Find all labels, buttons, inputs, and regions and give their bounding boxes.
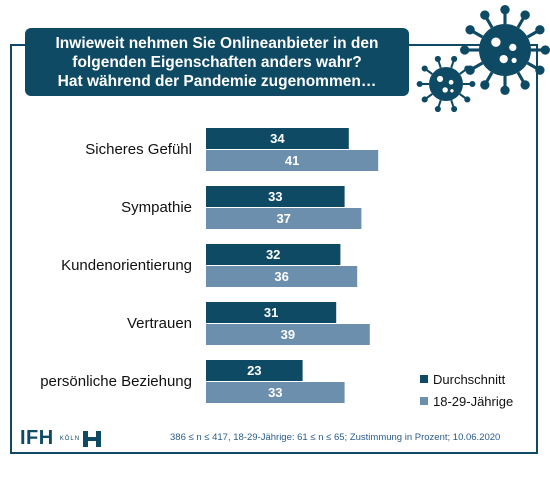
bar-durchschnitt (206, 128, 349, 149)
legend-item-18-29: 18-29-Jährige (420, 390, 513, 412)
bar-durchschnitt (206, 244, 341, 265)
bar-value-label: 33 (268, 385, 282, 400)
legend-swatch-dark (420, 375, 428, 383)
title-line-1: Inwieweit nehmen Sie Onlineanbieter in d… (55, 35, 379, 52)
bar-value-label: 34 (270, 131, 285, 146)
bar-value-label: 36 (274, 269, 288, 284)
legend-swatch-light (420, 397, 428, 405)
bar-18-29 (206, 382, 345, 403)
category-label: persönliche Beziehung (40, 373, 192, 390)
category-label: Sicheres Gefühl (85, 141, 192, 158)
bar-value-label: 41 (285, 153, 299, 168)
bar-18-29 (206, 324, 370, 345)
virus-decoration (416, 5, 550, 113)
category-label: Kundenorientierung (61, 257, 192, 274)
category-label: Sympathie (121, 199, 192, 216)
footer-note: 386 ≤ n ≤ 417, 18-29-Jährige: 61 ≤ n ≤ 6… (170, 432, 501, 443)
bar-18-29 (206, 266, 358, 287)
title-line-2: folgenden Eigenschaften anders wahr? (72, 54, 362, 71)
legend: Durchschnitt 18-29-Jährige (420, 368, 513, 412)
logo-mark-icon (83, 430, 102, 447)
bar-durchschnitt (206, 360, 303, 381)
bar-value-label: 37 (276, 211, 290, 226)
bar-18-29 (206, 208, 362, 229)
bar-durchschnitt (206, 302, 337, 323)
logo-ifh-text: IFH (20, 427, 54, 449)
bar-value-label: 23 (247, 363, 261, 378)
chart-title: Inwieweit nehmen Sie Onlineanbieter in d… (25, 28, 409, 96)
bar-value-label: 31 (264, 305, 278, 320)
bar-value-label: 33 (268, 189, 282, 204)
bar-durchschnitt (206, 186, 345, 207)
legend-label-18-29: 18-29-Jährige (433, 393, 514, 409)
ifh-logo: IFH KÖLN (20, 427, 102, 450)
logo-koln-text: KÖLN (59, 435, 81, 442)
bar-value-label: 32 (266, 247, 280, 262)
bar-value-label: 39 (281, 327, 295, 342)
title-line-3: Hat während der Pandemie zugenommen… (57, 73, 377, 90)
legend-item-durchschnitt: Durchschnitt (420, 368, 513, 390)
legend-label-durchschnitt: Durchschnitt (433, 371, 506, 387)
category-label: Vertrauen (127, 315, 192, 332)
bar-18-29 (206, 150, 379, 171)
